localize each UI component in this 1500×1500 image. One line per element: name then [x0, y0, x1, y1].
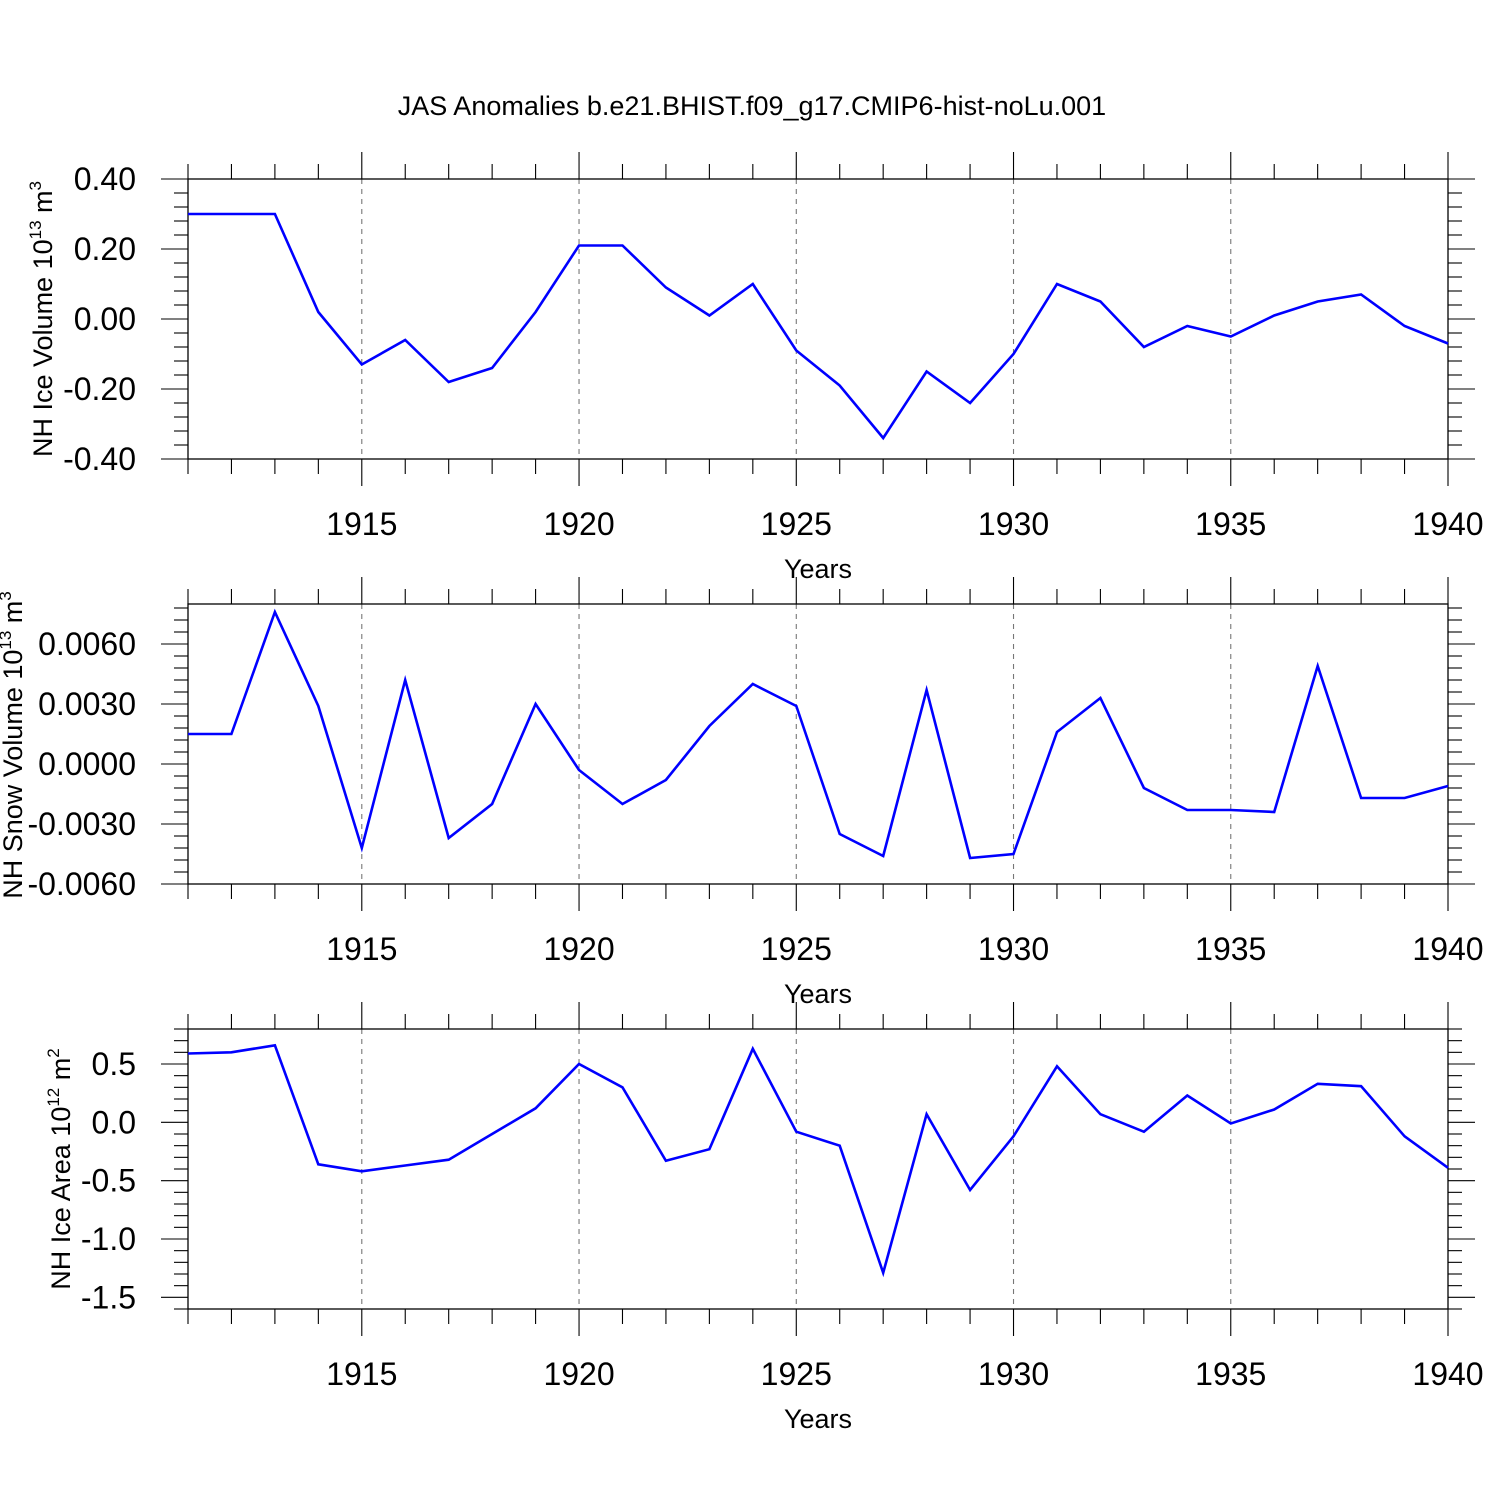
- y-tick-label: 0.0060: [38, 626, 136, 662]
- x-tick-label: 1920: [543, 506, 614, 542]
- y-axis-label-unit: m: [28, 190, 58, 220]
- x-tick-label: 1935: [1195, 931, 1266, 967]
- y-axis-label-exponent: 13: [26, 220, 45, 239]
- y-tick-label: -0.40: [63, 441, 136, 477]
- x-tick-label: 1920: [543, 931, 614, 967]
- panel-snow-volume: -0.0060 -0.0030 0.0000 0.0030 0.0060 1915 1920…: [0, 577, 1484, 1009]
- x-tick-label: 1940: [1412, 1356, 1483, 1392]
- y-axis-label-unit: m: [0, 601, 28, 631]
- x-tick-label: 1940: [1412, 506, 1483, 542]
- y-tick-label: -1.5: [81, 1279, 136, 1315]
- y-axis-label-unit-exponent: 3: [26, 181, 45, 190]
- y-tick-label: -0.0060: [27, 866, 136, 902]
- x-axis-label: Years: [784, 554, 852, 584]
- panel-ice-volume: -0.40 -0.20 0.00 0.20 0.40 1915 1920 1925 1930 19…: [26, 152, 1484, 584]
- y-axis-label-text: NH Ice Area 10: [46, 1107, 76, 1290]
- x-tick-label: 1915: [326, 506, 397, 542]
- y-tick-label: -0.20: [63, 371, 136, 407]
- y-axis-label-text: NH Snow Volume 10: [0, 650, 28, 899]
- x-tick-label: 1930: [978, 1356, 1049, 1392]
- x-tick-label: 1925: [761, 931, 832, 967]
- y-axis-label: NH Snow Volume 1013 m3: [0, 591, 28, 899]
- y-axis-label-exponent: 12: [44, 1088, 63, 1107]
- y-axis-label: NH Ice Volume 1013 m3: [26, 181, 58, 457]
- y-axis-label-unit: m: [46, 1058, 76, 1088]
- x-axis-label: Years: [784, 1404, 852, 1434]
- y-tick-label: 0.0030: [38, 686, 136, 722]
- y-tick-label: -0.5: [81, 1163, 136, 1199]
- y-tick-label: 0.00: [74, 301, 136, 337]
- x-tick-label: 1925: [761, 1356, 832, 1392]
- series-line: [188, 608, 1449, 860]
- y-tick-label: 0.40: [74, 161, 136, 197]
- x-tick-label: 1915: [326, 931, 397, 967]
- x-tick-label: 1915: [326, 1356, 397, 1392]
- panel-ice-area: -1.5 -1.0 -0.5 0.0 0.5 1915 1920 1925 1930 1935 19…: [44, 1002, 1484, 1434]
- plot-frame: [187, 603, 1449, 885]
- x-axis-label: Years: [784, 979, 852, 1009]
- y-axis-label-unit-exponent: 2: [44, 1048, 63, 1057]
- plot-frame: [187, 178, 1449, 460]
- x-tick-label: 1920: [543, 1356, 614, 1392]
- y-tick-label: -0.0030: [27, 806, 136, 842]
- series-line: [188, 212, 1449, 441]
- x-tick-label: 1940: [1412, 931, 1483, 967]
- y-tick-label: 0.5: [92, 1046, 136, 1082]
- y-tick-label: 0.0000: [38, 746, 136, 782]
- y-axis-label-unit-exponent: 3: [0, 591, 15, 600]
- x-tick-label: 1930: [978, 931, 1049, 967]
- figure-title: JAS Anomalies b.e21.BHIST.f09_g17.CMIP6-…: [398, 91, 1106, 121]
- series-line: [187, 1043, 1449, 1278]
- y-tick-label: 0.0: [92, 1104, 136, 1140]
- x-tick-label: 1925: [761, 506, 832, 542]
- x-tick-label: 1930: [978, 506, 1049, 542]
- y-tick-label: -1.0: [81, 1221, 136, 1257]
- x-tick-label: 1935: [1195, 506, 1266, 542]
- y-axis-label-exponent: 13: [0, 631, 15, 650]
- y-axis-label: NH Ice Area 1012 m2: [44, 1048, 76, 1289]
- y-axis-label-text: NH Ice Volume 10: [28, 239, 58, 457]
- x-tick-label: 1935: [1195, 1356, 1266, 1392]
- y-tick-label: 0.20: [74, 231, 136, 267]
